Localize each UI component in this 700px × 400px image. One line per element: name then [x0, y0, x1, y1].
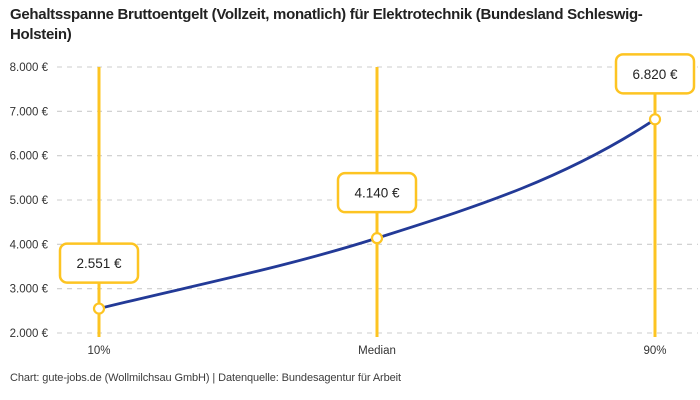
- y-tick-label: 8.000 €: [10, 62, 49, 74]
- value-label: 2.551 €: [76, 256, 122, 271]
- data-point-marker[interactable]: [648, 113, 662, 126]
- chart-title: Gehaltsspanne Bruttoentgelt (Vollzeit, m…: [10, 6, 643, 43]
- y-tick-label: 4.000 €: [10, 239, 49, 251]
- x-tick-label: Median: [358, 345, 396, 357]
- value-label-box: [58, 242, 140, 284]
- y-tick-label: 6.000 €: [10, 151, 49, 163]
- chart-footer: Chart: gute-jobs.de (Wollmilchsau GmbH) …: [10, 372, 401, 384]
- value-label-box: [336, 171, 418, 214]
- y-tick-label: 7.000 €: [10, 106, 49, 118]
- data-point-marker[interactable]: [370, 232, 384, 245]
- data-point-marker[interactable]: [92, 302, 106, 315]
- x-tick-label: 10%: [87, 345, 110, 357]
- value-label-box: [614, 53, 696, 95]
- y-tick-label: 2.000 €: [10, 328, 49, 340]
- value-label: 4.140 €: [354, 186, 400, 201]
- y-tick-label: 3.000 €: [10, 284, 49, 296]
- y-tick-label: 5.000 €: [10, 195, 49, 207]
- x-tick-label: 90%: [643, 345, 666, 357]
- value-label: 6.820 €: [632, 67, 678, 82]
